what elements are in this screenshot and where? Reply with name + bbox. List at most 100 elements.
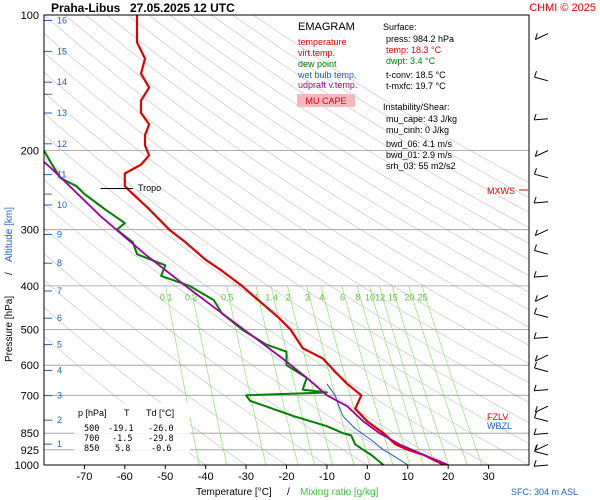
legend-dew-point: dew point <box>298 59 337 69</box>
sfc-label: SFC: 304 m ASL <box>511 487 578 497</box>
dry-adiabat-line <box>44 71 529 403</box>
dry-adiabat-line <box>190 15 529 229</box>
wind-barb <box>534 275 549 278</box>
wind-barb <box>534 389 549 392</box>
temperature-tick-label: -20 <box>279 471 295 483</box>
altitude-tick-label: 14 <box>57 77 67 87</box>
x-axis-label-mixing: Mixing ratio [g/kg] <box>300 487 379 498</box>
station-name: Praha-Libus <box>51 1 121 15</box>
wind-barb-flag <box>534 361 537 369</box>
credit: CHMI © 2025 <box>529 2 596 14</box>
mixing-ratio-label: 10 <box>365 292 375 302</box>
wind-barb <box>534 173 549 179</box>
altitude-tick-label: 9 <box>57 230 62 240</box>
mixing-ratio-label: 0.5 <box>221 292 234 302</box>
wind-barb <box>535 295 549 302</box>
dry-adiabat-line <box>85 15 529 310</box>
mixing-ratio-label: 4 <box>319 292 324 302</box>
wind-barb-flag <box>534 244 537 251</box>
surface-title: Surface: <box>383 22 417 32</box>
table-row-td: -26.0 <box>148 424 174 434</box>
mixing-ratio-label: 3 <box>305 292 310 302</box>
wind-barb-flag <box>534 445 537 452</box>
wind-barb-flag <box>533 270 537 278</box>
wind-barb-flag <box>533 332 537 339</box>
wind-barb <box>534 76 549 82</box>
wind-barb <box>534 450 549 456</box>
table-row-t: 5.8 <box>115 444 130 454</box>
sounding-datetime: 27.05.2025 12 UTC <box>130 1 235 15</box>
temperature-tick-label: -70 <box>76 471 92 483</box>
surface-tmxfc: t-mxfc: 19.7 °C <box>386 81 446 91</box>
altitude-tick-label: 16 <box>57 16 67 26</box>
mixing-ratio-line <box>270 285 315 465</box>
altitude-tick-label: 5 <box>57 340 62 350</box>
table-header-t: T <box>124 408 130 418</box>
wind-barb-flag <box>534 70 537 78</box>
dry-adiabat-line <box>106 15 529 293</box>
pressure-tick-label: 100 <box>21 10 39 22</box>
table-row-t: -1.5 <box>112 434 132 444</box>
wind-barbs <box>533 33 549 467</box>
table-header-td: Td [°C] <box>146 408 174 418</box>
mixing-ratio-label: 20 <box>404 292 414 302</box>
mixing-ratio-label: 6 <box>340 292 345 302</box>
wind-barb-flag <box>534 405 538 413</box>
wind-barb <box>535 229 549 237</box>
temperature-tick-label: 20 <box>442 471 454 483</box>
mixing-ratio-label: 8 <box>355 292 360 302</box>
y-axis-separator: / <box>4 272 15 275</box>
altitude-tick-label: 10 <box>57 200 67 210</box>
table-row-p: 500 <box>84 424 99 434</box>
altitude-tick-label: 13 <box>57 108 67 118</box>
legend-updraft: udpraft v.temp. <box>298 80 357 90</box>
dry-adiabat-line <box>44 112 529 444</box>
wind-barb-flag <box>533 384 537 391</box>
instability-mu-cinh: mu_cinh: 0 J/kg <box>386 125 449 135</box>
mxws-label: MXWS <box>487 186 515 196</box>
pressure-tick-label: 700 <box>21 390 39 402</box>
mixing-ratio-line <box>226 285 267 465</box>
pressure-tick-label: 1000 <box>15 460 39 472</box>
table-row-p: 850 <box>84 444 99 454</box>
fzlv-label: FZLV <box>487 412 508 422</box>
wind-barb-flag <box>534 411 537 418</box>
series-temperature <box>123 15 445 465</box>
altitude-tick-label: 8 <box>57 258 62 268</box>
dry-adiabat-line <box>44 134 529 465</box>
table-row-t: -19.1 <box>108 424 134 434</box>
surface-tconv: t-conv: 18.5 °C <box>386 70 446 80</box>
x-axis-label: Temperature [°C] <box>196 487 272 498</box>
instability-bwd01: bwd_01: 2.9 m/s <box>386 150 453 160</box>
dry-adiabat-line <box>127 15 529 276</box>
dry-adiabat-line <box>211 15 529 213</box>
pressure-tick-label: 600 <box>21 360 39 372</box>
pressure-tick-label: 850 <box>21 428 39 440</box>
chart-title: EMAGRAM <box>298 21 355 33</box>
mixing-ratio-label: 12 <box>375 292 385 302</box>
dry-adiabat-line <box>44 279 287 465</box>
wind-barb <box>534 417 549 422</box>
dry-adiabat-line <box>44 15 529 346</box>
pressure-tick-label: 500 <box>21 325 39 337</box>
dry-adiabat-line <box>64 15 529 328</box>
altitude-tick-label: 3 <box>57 391 62 401</box>
temperature-tick-label: -40 <box>198 471 214 483</box>
surface-dwpt: dwpt: 3.4 °C <box>386 56 436 66</box>
surface-temp: temp: 18.3 °C <box>386 45 442 55</box>
legend-virt-temp: virt.temp. <box>298 48 335 58</box>
mixing-ratio-line <box>287 285 333 465</box>
altitude-tick-label: 15 <box>57 46 67 56</box>
altitude-tick-label: 12 <box>57 139 67 149</box>
temperature-tick-label: -60 <box>117 471 133 483</box>
legend-temperature: temperature <box>298 37 347 47</box>
x-axis-separator: / <box>287 487 290 498</box>
mixing-ratio-label: 0.1 <box>160 292 173 302</box>
mixing-ratio-line <box>341 285 394 465</box>
y-axis-label: Pressure [hPa] <box>4 296 15 362</box>
instability-mu-cape: mu_cape: 43 J/kg <box>386 114 457 124</box>
mixing-ratio-line <box>356 285 411 465</box>
dry-adiabat-line <box>44 52 529 384</box>
